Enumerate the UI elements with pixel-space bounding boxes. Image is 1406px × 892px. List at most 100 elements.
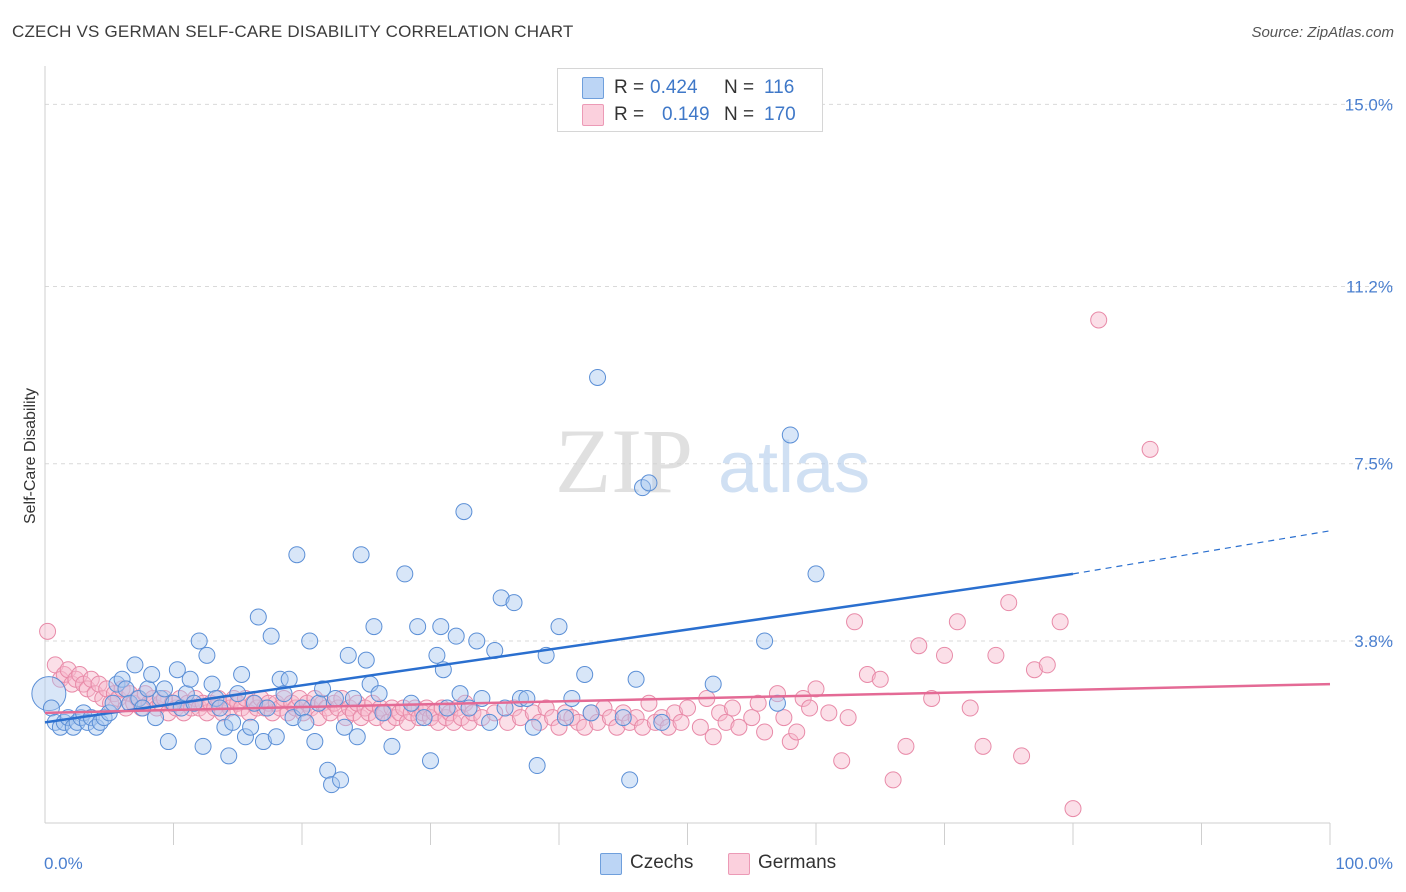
legend-n-label: N = (724, 104, 755, 125)
czech-point (505, 594, 523, 612)
czech-point (262, 627, 280, 645)
czech-point (492, 589, 510, 607)
y-tick-label: 15.0% (1345, 95, 1393, 114)
german-point (910, 637, 928, 655)
czech-point (139, 680, 157, 698)
czech-point (348, 728, 366, 746)
czech-point (614, 709, 632, 727)
german-point (614, 704, 632, 722)
german-point (672, 713, 690, 731)
german-point (987, 646, 1005, 664)
german-point (1025, 661, 1043, 679)
czech-point (126, 656, 144, 674)
czech-point (113, 670, 131, 688)
german-point (749, 694, 767, 712)
legend-r-label: R = (614, 77, 645, 98)
czech-point (365, 618, 383, 636)
legend-r-value: 0.424 (650, 77, 698, 98)
legend-n-value: 170 (764, 104, 796, 125)
czech-point (108, 675, 126, 693)
german-point (1090, 311, 1108, 329)
czech-point (130, 689, 148, 707)
czech-point (249, 608, 267, 626)
czech-point (203, 675, 221, 693)
czech-point (422, 752, 439, 770)
german-point (858, 665, 876, 683)
german-point (1064, 800, 1082, 818)
y-tick-label: 11.2% (1346, 277, 1393, 296)
czech-point (524, 718, 542, 736)
czech-point (383, 737, 401, 755)
german-point (884, 771, 902, 789)
czech-point (344, 689, 362, 707)
czech-point (428, 646, 446, 664)
czech-point (518, 689, 536, 707)
german-point (839, 709, 857, 727)
german-point (505, 699, 523, 717)
czech-point (374, 704, 392, 722)
czech-point (159, 733, 177, 751)
czech-point (147, 709, 165, 727)
german-point (589, 713, 607, 731)
czech-point (807, 565, 825, 583)
czech-point (589, 368, 607, 386)
czech-point (181, 670, 199, 688)
czech-point (326, 689, 344, 707)
czech-point (396, 565, 414, 583)
czech-point (194, 737, 212, 755)
chart-title: CZECH VS GERMAN SELF-CARE DISABILITY COR… (12, 22, 574, 41)
trend-lines (44, 530, 1331, 724)
czech-point (627, 670, 645, 688)
germans-points (39, 311, 1159, 818)
bottom-legend-label: Germans (758, 852, 837, 873)
czech-point (288, 546, 306, 564)
german-point (640, 694, 658, 712)
german-point (936, 646, 953, 664)
german-point (775, 709, 793, 727)
czech-point (236, 728, 254, 746)
czechs-trend-line (44, 572, 1074, 724)
german-point (666, 704, 684, 722)
germans-trend-line (44, 682, 1331, 715)
y-axis-label: Self-Care Disability (22, 388, 39, 524)
german-point (711, 704, 729, 722)
german-point (1051, 613, 1069, 631)
czech-point (301, 632, 319, 650)
correlation-legend: R = 0.424 N = 116 R = 0.149 N = 170 (557, 68, 823, 132)
czech-point (451, 685, 469, 703)
czech-point (323, 776, 341, 794)
watermark-zip: ZIP (555, 410, 693, 512)
german-point (627, 709, 645, 727)
legend-r-label: R = (614, 104, 645, 125)
german-point (820, 704, 838, 722)
german-point (871, 670, 889, 688)
czech-point (233, 665, 251, 683)
german-point (653, 709, 671, 727)
german-point (807, 680, 825, 698)
czech-point (357, 651, 375, 669)
legend-swatch-czechs (582, 77, 604, 99)
x-tick-label: 0.0% (44, 854, 83, 873)
german-point (460, 713, 478, 731)
czech-point (117, 680, 135, 698)
german-point (704, 728, 722, 746)
czech-point (468, 632, 486, 650)
german-point (691, 718, 709, 736)
czechs-trend-extension (1072, 530, 1331, 575)
german-point (499, 713, 517, 731)
german-point (897, 737, 915, 755)
czech-point (447, 627, 465, 645)
german-point (730, 718, 748, 736)
czech-point (198, 646, 216, 664)
czech-point (168, 661, 186, 679)
source-label: Source: ZipAtlas.com (1251, 24, 1394, 41)
czech-point (556, 709, 574, 727)
czech-point (402, 694, 420, 712)
y-tick-label: 7.5% (1354, 455, 1393, 474)
czech-point (352, 546, 370, 564)
german-point (788, 723, 806, 741)
czech-point (242, 718, 260, 736)
german-point (537, 699, 555, 717)
czech-point (267, 728, 285, 746)
czech-point (640, 474, 658, 492)
